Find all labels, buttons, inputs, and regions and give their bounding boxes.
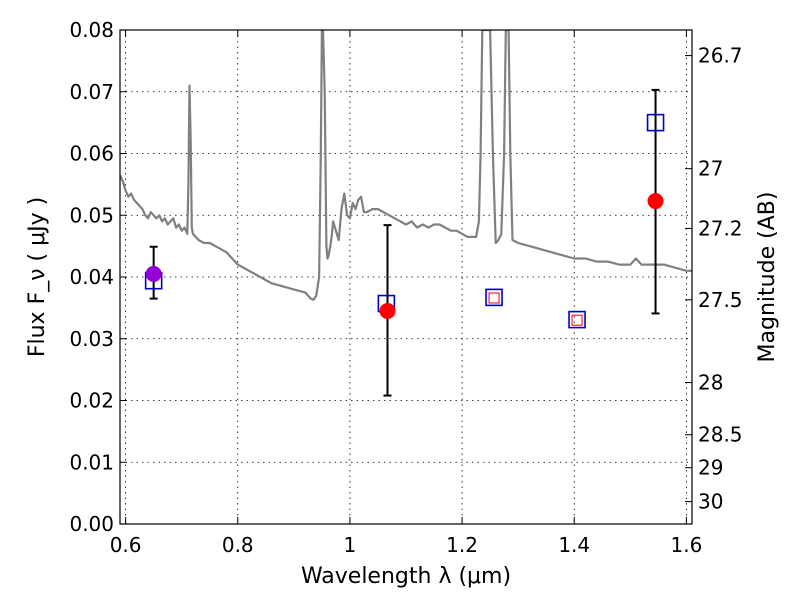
y-tick-label: 0.07	[69, 80, 114, 104]
y-tick-label: 0.01	[69, 450, 114, 474]
y-axis-label: Flux F_ν ( μJy )	[25, 197, 50, 357]
x-tick-label: 1.4	[558, 533, 590, 557]
y-tick-label: 0.04	[69, 265, 114, 289]
series-layer	[120, 30, 692, 301]
purple-circle-marker	[145, 265, 162, 282]
red-circle-marker	[379, 302, 396, 319]
tick-layer: 0.6 0.8 1 1.2 1.4 1.6 0.00 0.01 0.02 0.03 0.04 0.05…	[69, 18, 742, 557]
red-square-marker	[571, 314, 583, 326]
y-tick-label: 0.00	[69, 512, 114, 536]
blue-square-marker	[646, 113, 665, 132]
blue-square-marker	[485, 288, 503, 307]
right-tick-label: 28	[698, 371, 723, 395]
right-tick-label: 27.2	[698, 216, 743, 240]
marker-layer	[144, 88, 665, 397]
y-tick-label: 0.02	[69, 389, 114, 413]
y-tick-label: 0.03	[69, 327, 114, 351]
spectrum-line	[120, 30, 692, 301]
x-tick-label: 1	[344, 533, 357, 557]
x-tick-label: 0.6	[110, 533, 142, 557]
red-square-marker	[488, 292, 500, 304]
x-axis-label: Wavelength λ (μm)	[301, 564, 511, 589]
y-tick-label: 0.05	[69, 203, 114, 227]
y-tick-label: 0.06	[69, 142, 114, 166]
x-tick-label: 1.6	[670, 533, 702, 557]
right-axis-label: Magnitude (AB)	[755, 192, 780, 363]
right-tick-label: 27.5	[698, 288, 743, 312]
y-tick-label: 0.08	[69, 18, 114, 42]
x-tick-label: 0.8	[222, 533, 254, 557]
right-tick-label: 28.5	[698, 423, 743, 447]
grid-layer	[120, 29, 692, 525]
red-circle-marker	[647, 193, 664, 210]
right-tick-label: 27	[698, 157, 723, 181]
x-tick-label: 1.2	[446, 533, 478, 557]
right-tick-label: 29	[698, 456, 723, 480]
blue-square-marker	[568, 310, 586, 329]
right-tick-label: 30	[698, 490, 723, 514]
right-tick-label: 26.7	[698, 44, 743, 68]
